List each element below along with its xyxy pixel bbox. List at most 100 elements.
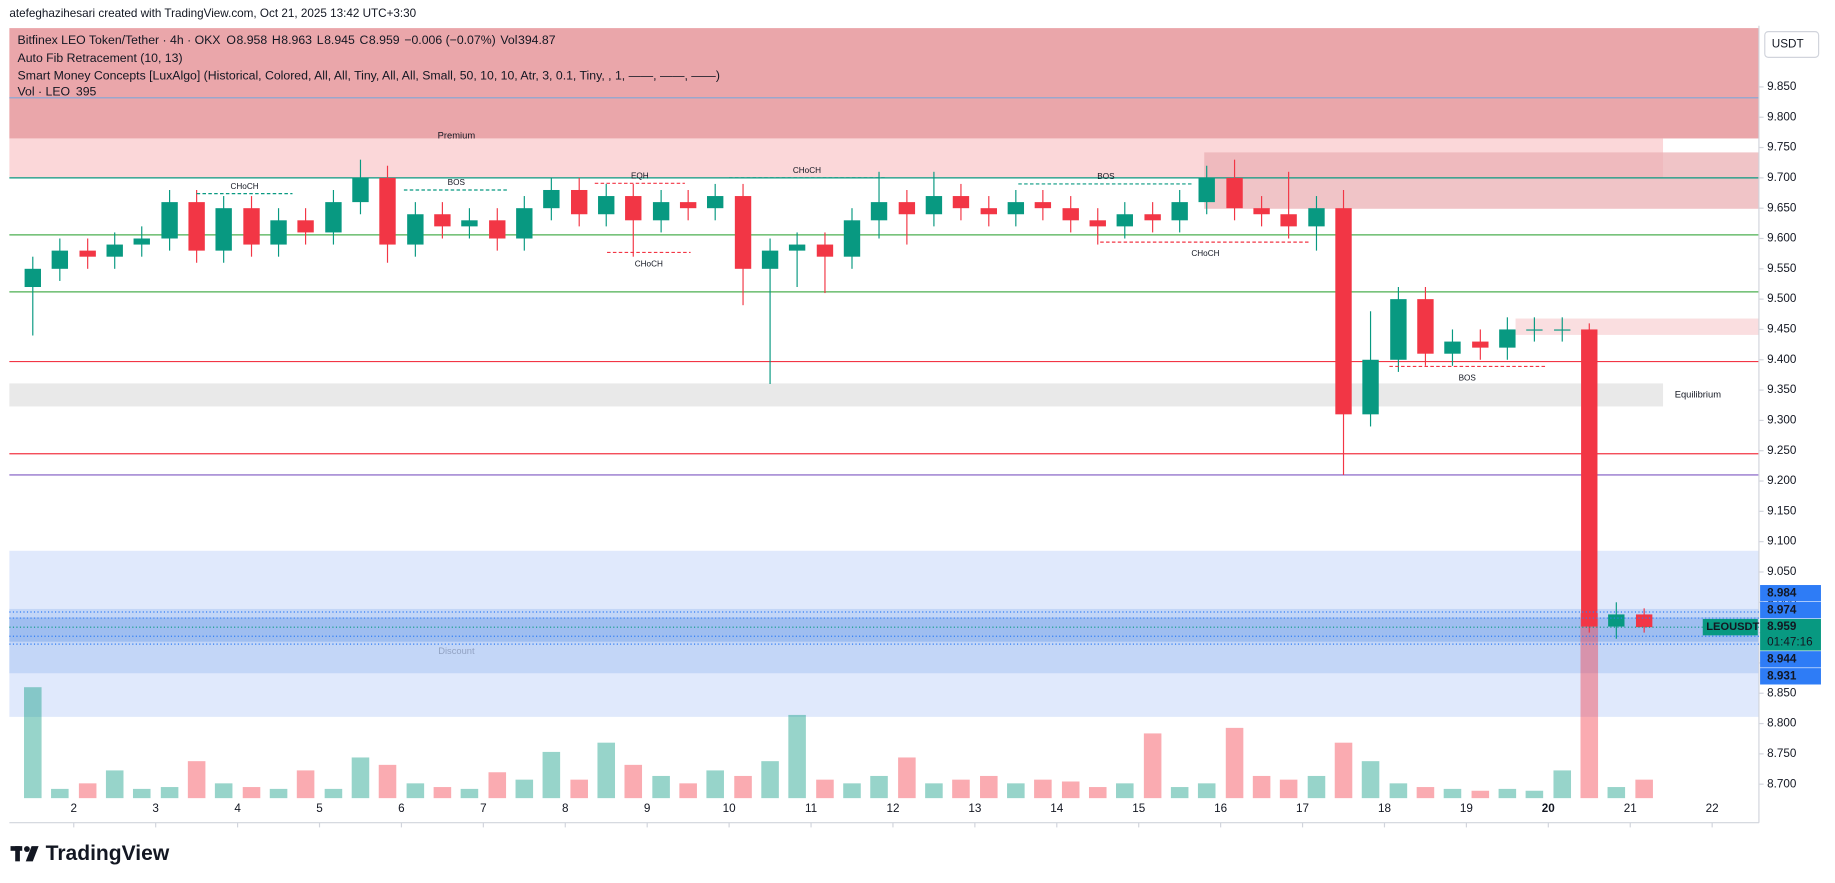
volume-bar bbox=[242, 787, 261, 799]
structure-label: CHoCH bbox=[230, 182, 258, 191]
volume-bar bbox=[1361, 761, 1380, 799]
logo-stem bbox=[15, 846, 20, 862]
volume-bar bbox=[952, 779, 970, 799]
volume-bar bbox=[433, 787, 452, 799]
y-tick-label: 9.550 bbox=[1767, 262, 1797, 275]
candle-body bbox=[270, 220, 287, 245]
volume-bar bbox=[788, 714, 806, 799]
candle-body bbox=[215, 208, 232, 251]
candle-body bbox=[1034, 202, 1052, 209]
x-tick-label: 19 bbox=[1460, 802, 1473, 815]
candle-body bbox=[1362, 359, 1379, 415]
candle-body bbox=[1499, 329, 1516, 348]
legend-text: 8.945 bbox=[324, 33, 355, 47]
legend-text: C bbox=[359, 33, 368, 47]
price-label: 8.931 bbox=[1767, 669, 1797, 682]
volume-bar bbox=[980, 775, 998, 799]
candle-body bbox=[652, 202, 670, 221]
price-label-bg bbox=[1760, 668, 1821, 685]
candle-body bbox=[816, 244, 834, 257]
volume-bar bbox=[1525, 790, 1544, 799]
candle-body bbox=[1198, 177, 1215, 203]
candle-body bbox=[1444, 341, 1461, 354]
volume-bar bbox=[1197, 783, 1216, 799]
legend-text: H bbox=[272, 33, 281, 47]
price-label: 8.974 bbox=[1767, 603, 1797, 616]
y-tick-label: 8.800 bbox=[1767, 717, 1797, 730]
candle-body bbox=[352, 177, 369, 203]
logo-slant bbox=[25, 846, 39, 862]
y-tick-label: 9.450 bbox=[1767, 323, 1797, 336]
legend-text: 395 bbox=[76, 85, 97, 99]
y-tick-label: 8.850 bbox=[1767, 686, 1797, 699]
x-tick-label: 8 bbox=[562, 802, 569, 815]
zone-label: Premium bbox=[438, 131, 476, 141]
y-tick-label: 8.750 bbox=[1767, 747, 1797, 760]
volume-bar bbox=[488, 772, 507, 799]
x-tick-label: 20 bbox=[1542, 802, 1556, 815]
y-tick-label: 9.700 bbox=[1767, 171, 1797, 184]
candle-body bbox=[161, 202, 178, 239]
volume-bar bbox=[870, 775, 888, 799]
candle-body bbox=[625, 196, 642, 221]
legend-text: 8.963 bbox=[281, 33, 312, 47]
candle-body bbox=[297, 220, 314, 233]
candle-body bbox=[1062, 208, 1079, 221]
candle-body bbox=[434, 214, 451, 227]
legend: Bitfinex LEO Token/Tether · 4h · OKX O 8.9… bbox=[18, 33, 720, 98]
x-tick-label: 2 bbox=[70, 802, 77, 815]
volume-bar bbox=[1471, 790, 1490, 799]
zone-label: Equilibrium bbox=[1675, 389, 1721, 399]
legend-text: L bbox=[317, 33, 324, 47]
volume-bar bbox=[925, 783, 943, 799]
x-tick-label: 15 bbox=[1132, 802, 1146, 815]
candle-body bbox=[51, 250, 69, 269]
x-tick-label: 13 bbox=[968, 802, 981, 815]
volume-bar bbox=[1225, 727, 1244, 799]
countdown: 01:47:16 bbox=[1767, 635, 1812, 648]
volume-bar bbox=[1252, 775, 1271, 799]
volume-bar bbox=[1007, 783, 1025, 799]
y-tick-label: 9.250 bbox=[1767, 444, 1797, 457]
attribution: atefeghazihesari created with TradingVie… bbox=[9, 7, 416, 20]
volume-bar bbox=[324, 788, 343, 799]
volume-bar bbox=[214, 783, 233, 799]
y-tick-label: 9.600 bbox=[1767, 232, 1797, 245]
candle-body bbox=[1280, 214, 1297, 227]
volume-bar bbox=[706, 770, 724, 799]
x-tick-label: 18 bbox=[1378, 802, 1391, 815]
legend-text: 8.959 bbox=[369, 33, 400, 47]
candle-body bbox=[516, 208, 533, 239]
volume-bar bbox=[460, 788, 479, 799]
candle-body bbox=[1390, 299, 1407, 360]
volume-bar bbox=[187, 761, 206, 799]
x-tick-label: 21 bbox=[1624, 802, 1637, 815]
candle-body bbox=[1253, 208, 1270, 215]
candle-body bbox=[706, 196, 724, 209]
volume-bar bbox=[1279, 779, 1298, 799]
candle-body bbox=[1635, 614, 1653, 628]
candle-body bbox=[1526, 329, 1543, 331]
annotations: CHoCH BOS EQH CHoCH CHoCH BOS CHoCH BOS bbox=[196, 166, 1546, 382]
legend-text: Auto Fib Retracement (10, 13) bbox=[18, 51, 183, 65]
volume-bar bbox=[843, 783, 861, 799]
currency: USDT bbox=[1772, 38, 1804, 51]
volume-bar bbox=[597, 742, 616, 799]
axes: 8.7008.7508.8008.8508.9008.9509.0009.050… bbox=[9, 80, 1821, 828]
y-tick-label: 9.850 bbox=[1767, 80, 1797, 93]
candle-body bbox=[980, 208, 997, 215]
volume-bar bbox=[898, 757, 916, 799]
legend-text: 8.958 bbox=[236, 33, 267, 47]
volume-bar bbox=[515, 779, 534, 799]
volume-bar bbox=[1635, 779, 1653, 799]
candle-body bbox=[761, 250, 779, 269]
structure-label: BOS bbox=[1459, 373, 1477, 382]
volume-bar bbox=[1061, 781, 1080, 799]
volume-bar bbox=[1143, 733, 1162, 799]
volume-bar bbox=[269, 788, 288, 799]
legend-text: Vol bbox=[500, 33, 517, 47]
volume-bar bbox=[1170, 787, 1189, 799]
candle-body bbox=[1171, 202, 1188, 221]
candle-body bbox=[1608, 614, 1625, 627]
